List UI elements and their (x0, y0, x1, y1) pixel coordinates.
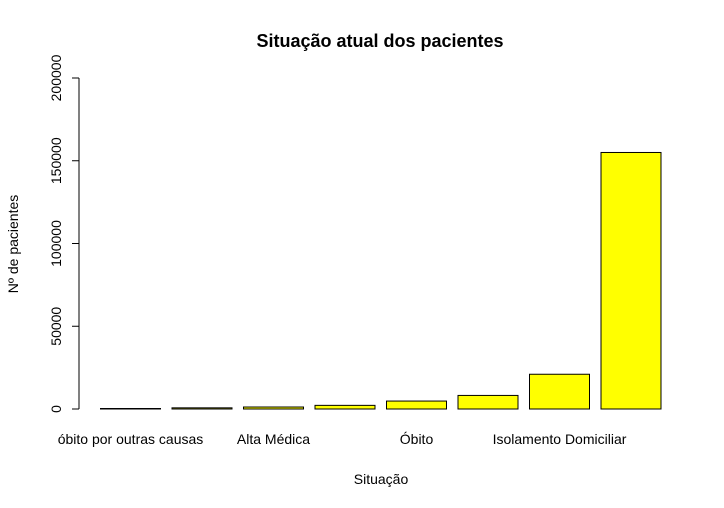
bar (100, 408, 161, 410)
x-tick-label: Óbito (400, 431, 434, 447)
chart-title: Situação atual dos pacientes (256, 31, 503, 51)
bar (529, 373, 590, 410)
y-tick-label: 50000 (48, 307, 64, 346)
y-axis: 0 50000 100000 150000 200000 (48, 54, 80, 413)
x-axis-label: Situação (354, 471, 409, 487)
bar (314, 404, 376, 410)
bar (386, 400, 447, 410)
y-tick-label: 100000 (48, 220, 64, 267)
bar (600, 151, 662, 410)
y-tick-label: 200000 (48, 54, 64, 101)
y-tick-label: 150000 (48, 137, 64, 184)
bar (243, 406, 304, 410)
x-tick-label: Alta Médica (237, 431, 310, 447)
x-axis-labels: óbito por outras causas Alta Médica Óbito I… (58, 431, 627, 447)
x-tick-label: óbito por outras causas (58, 431, 204, 447)
bar (457, 394, 519, 410)
bars (100, 151, 662, 410)
y-tick-label: 0 (48, 405, 64, 413)
y-axis-label: Nº de pacientes (5, 195, 21, 294)
bar (171, 407, 233, 410)
x-tick-label: Isolamento Domiciliar (493, 431, 627, 447)
